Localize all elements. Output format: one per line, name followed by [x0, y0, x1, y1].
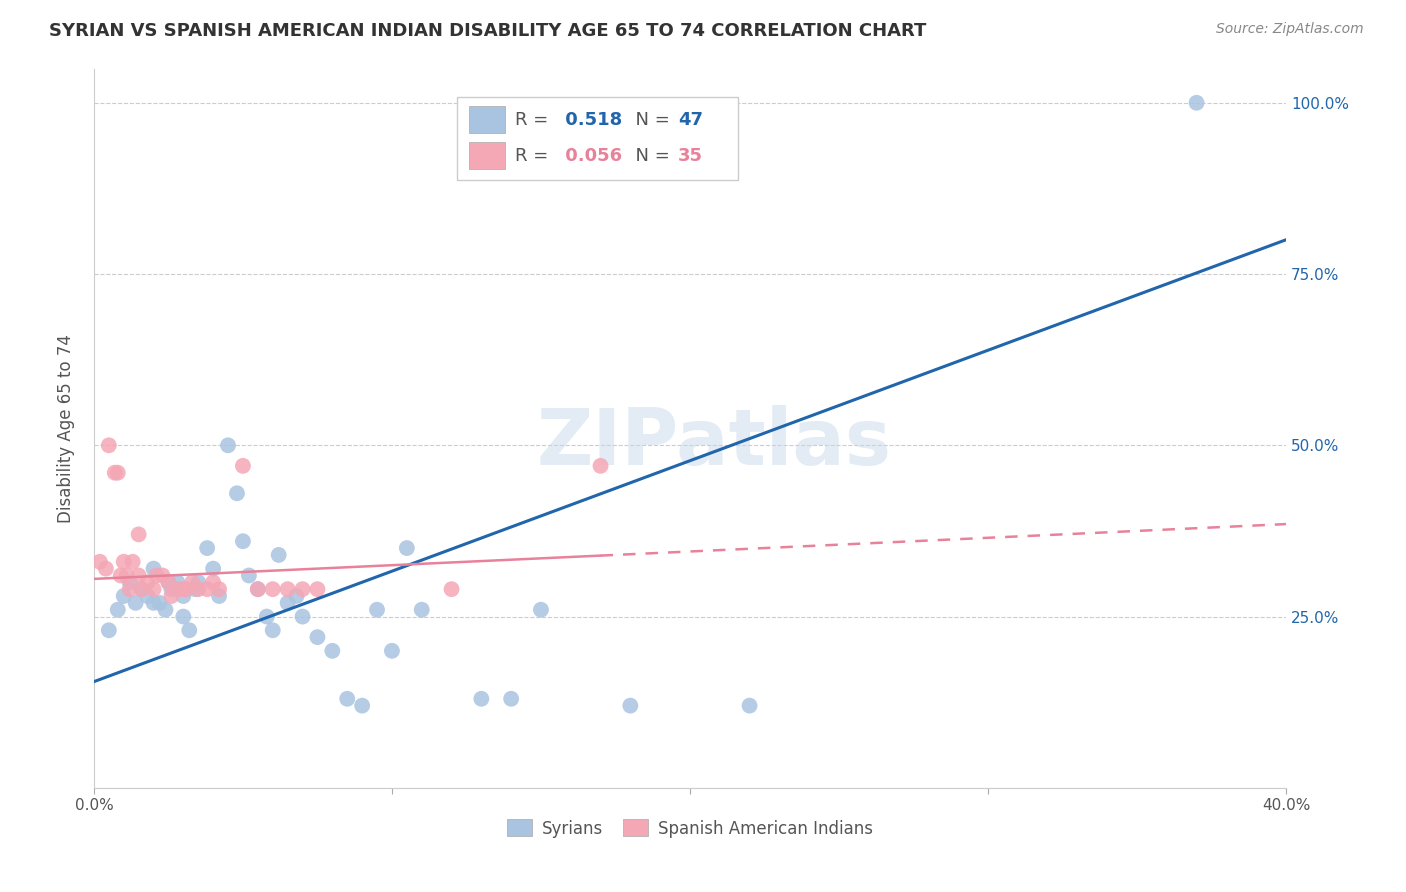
Point: [246, 582, 269, 597]
Text: 47: 47: [678, 111, 703, 128]
Point: [142, 582, 165, 597]
Point: [131, 582, 153, 597]
Point: [232, 458, 254, 473]
Point: [226, 486, 249, 500]
FancyBboxPatch shape: [470, 142, 505, 169]
Text: N =: N =: [624, 111, 676, 128]
Text: Source: ZipAtlas.com: Source: ZipAtlas.com: [1216, 22, 1364, 37]
Point: [619, 698, 641, 713]
Point: [232, 534, 254, 549]
Point: [112, 555, 135, 569]
Point: [107, 466, 129, 480]
Point: [152, 568, 174, 582]
Y-axis label: Disability Age 65 to 74: Disability Age 65 to 74: [58, 334, 75, 523]
Point: [97, 438, 120, 452]
Text: 0.518: 0.518: [558, 111, 621, 128]
Point: [208, 589, 231, 603]
Point: [131, 582, 153, 597]
Point: [145, 568, 167, 582]
Point: [291, 582, 314, 597]
Point: [124, 596, 146, 610]
Point: [307, 630, 329, 644]
Text: N =: N =: [624, 146, 676, 164]
Point: [336, 691, 359, 706]
Point: [470, 691, 492, 706]
Point: [176, 582, 198, 597]
Point: [155, 603, 177, 617]
Point: [202, 575, 225, 590]
FancyBboxPatch shape: [457, 97, 738, 180]
Text: ZIPatlas: ZIPatlas: [536, 405, 891, 481]
Point: [307, 582, 329, 597]
Point: [202, 561, 225, 575]
Point: [381, 644, 404, 658]
Point: [94, 561, 117, 575]
Point: [589, 458, 612, 473]
Point: [187, 582, 209, 597]
Point: [136, 589, 159, 603]
Point: [128, 527, 150, 541]
Point: [121, 555, 143, 569]
Point: [238, 568, 260, 582]
Point: [112, 589, 135, 603]
Point: [104, 466, 127, 480]
Point: [262, 624, 284, 638]
Point: [157, 575, 180, 590]
Point: [262, 582, 284, 597]
Point: [97, 624, 120, 638]
Point: [277, 596, 299, 610]
Point: [166, 575, 188, 590]
Point: [256, 609, 278, 624]
Point: [246, 582, 269, 597]
Point: [172, 582, 194, 597]
Point: [166, 582, 188, 597]
Point: [160, 582, 183, 597]
Point: [738, 698, 761, 713]
Point: [184, 582, 207, 597]
Point: [366, 603, 388, 617]
Point: [277, 582, 299, 597]
Point: [411, 603, 433, 617]
Point: [352, 698, 374, 713]
Point: [195, 541, 218, 555]
Point: [115, 568, 138, 582]
Point: [195, 582, 218, 597]
Point: [321, 644, 343, 658]
Point: [160, 589, 183, 603]
Point: [128, 568, 150, 582]
Point: [89, 555, 111, 569]
Point: [285, 589, 308, 603]
Point: [148, 596, 170, 610]
Point: [118, 575, 141, 590]
Point: [267, 548, 290, 562]
Text: 0.056: 0.056: [558, 146, 621, 164]
Point: [110, 568, 132, 582]
Point: [440, 582, 463, 597]
Point: [107, 603, 129, 617]
Text: R =: R =: [515, 146, 554, 164]
Point: [217, 438, 239, 452]
Point: [208, 582, 231, 597]
Point: [291, 609, 314, 624]
Point: [136, 575, 159, 590]
Point: [187, 575, 209, 590]
FancyBboxPatch shape: [470, 106, 505, 133]
Point: [530, 603, 553, 617]
Point: [172, 609, 194, 624]
Text: R =: R =: [515, 111, 554, 128]
Point: [157, 575, 180, 590]
Text: SYRIAN VS SPANISH AMERICAN INDIAN DISABILITY AGE 65 TO 74 CORRELATION CHART: SYRIAN VS SPANISH AMERICAN INDIAN DISABI…: [49, 22, 927, 40]
Legend: Syrians, Spanish American Indians: Syrians, Spanish American Indians: [501, 813, 880, 844]
Point: [142, 561, 165, 575]
Point: [181, 575, 204, 590]
Point: [501, 691, 523, 706]
Point: [179, 624, 201, 638]
Text: 35: 35: [678, 146, 703, 164]
Point: [172, 589, 194, 603]
Point: [1185, 95, 1208, 110]
Point: [142, 596, 165, 610]
Point: [118, 582, 141, 597]
Point: [395, 541, 418, 555]
